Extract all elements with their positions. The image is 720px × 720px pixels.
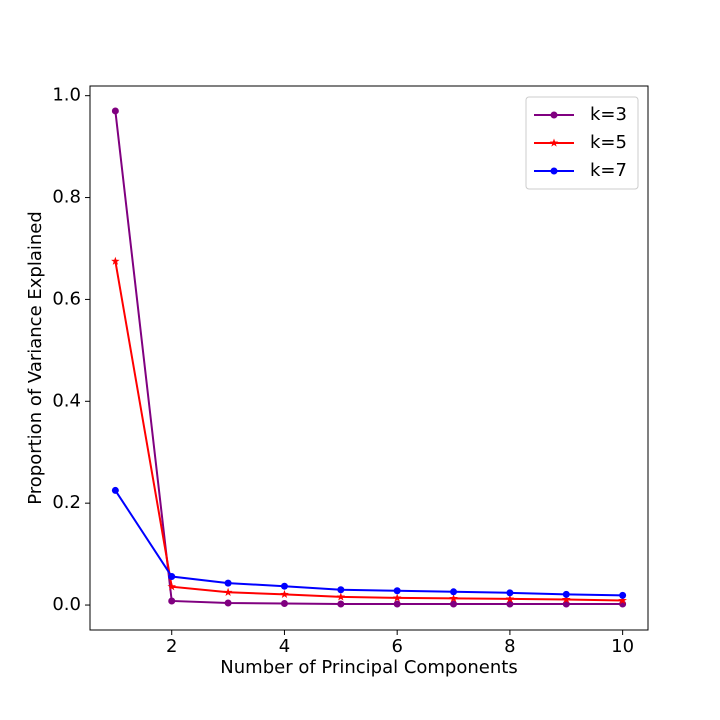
marker [223,587,233,596]
marker [111,256,120,265]
y-tick-label: 0.2 [52,492,81,513]
x-axis-label: Number of Principal Components [220,657,517,678]
marker [562,600,570,608]
y-tick-label: 0.6 [52,288,81,309]
x-tick-label: 8 [504,636,515,657]
legend-label: k=5 [590,132,627,153]
legend: k=3 k=5 k=7 [525,96,639,190]
marker [506,600,514,608]
marker [505,594,515,603]
x-tick-label: 4 [279,636,290,657]
marker [111,107,119,115]
marker [224,599,232,607]
series-line [114,110,623,606]
marker [450,600,458,608]
series-line [114,489,623,597]
marker [280,589,289,598]
marker [393,587,401,595]
legend-label: k=3 [590,104,627,125]
legend-marker [550,167,558,175]
marker [280,600,288,608]
marker [168,597,176,605]
marker [393,600,401,608]
legend-marker [549,138,559,147]
marker [280,582,288,590]
marker [562,590,570,598]
marker [168,573,176,581]
marker [224,579,232,587]
y-axis-label: Proportion of Variance Explained [25,211,46,505]
y-tick-label: 0.4 [52,390,81,411]
marker [167,582,177,591]
marker [337,586,345,594]
y-tick-label: 0.8 [52,187,81,208]
y-tick-label: 1.0 [52,85,81,106]
marker [111,486,119,494]
series-line [114,261,623,602]
marker [619,591,627,599]
legend-marker [550,111,558,119]
marker [506,589,514,597]
x-tick-label: 2 [166,636,177,657]
marker [450,588,458,596]
marker [449,593,458,603]
marker [336,592,346,601]
marker [618,595,627,605]
marker [392,593,402,602]
x-tick-label: 6 [391,636,402,657]
marker [337,600,345,608]
legend-box [525,96,639,190]
legend-label: k=7 [590,160,627,181]
plot-frame [89,85,649,631]
marker [561,594,571,604]
x-tick-label: 10 [611,636,634,657]
y-tick-label: 0.0 [52,594,81,615]
